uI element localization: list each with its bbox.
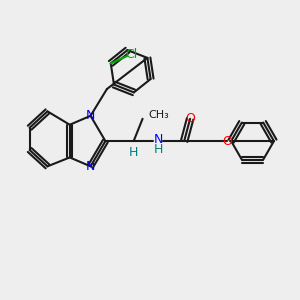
Text: H: H: [154, 142, 164, 156]
Text: Cl: Cl: [125, 48, 138, 61]
Text: N: N: [154, 133, 164, 146]
Text: N: N: [86, 109, 95, 122]
Text: O: O: [222, 135, 232, 148]
Text: CH₃: CH₃: [148, 110, 169, 120]
Text: H: H: [129, 146, 138, 160]
Text: O: O: [185, 112, 195, 125]
Text: N: N: [86, 160, 95, 173]
